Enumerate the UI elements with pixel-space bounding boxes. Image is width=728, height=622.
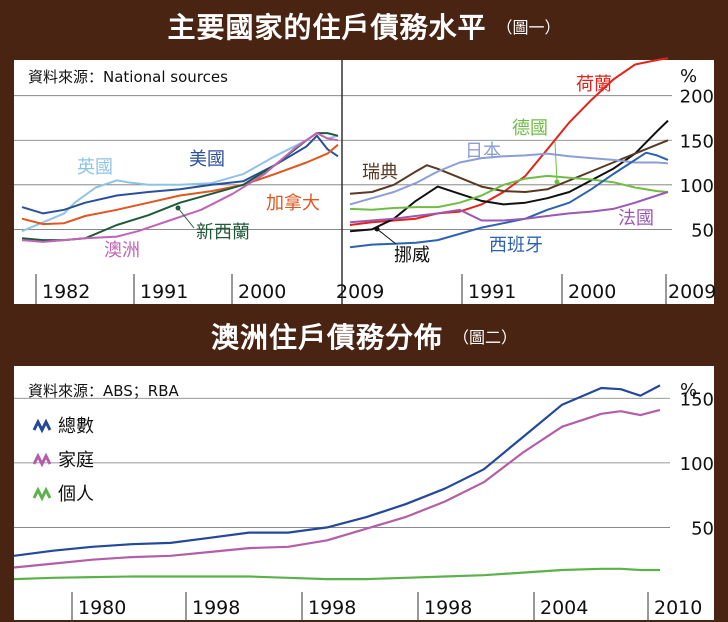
figure1-chart: 資料來源：National sources % 50 100 150 200 1982… xyxy=(14,57,716,304)
y-tick-label: 200 xyxy=(680,87,714,108)
x-tick-label: 1998 xyxy=(424,597,472,619)
label-canada: 加拿大 xyxy=(266,192,320,214)
norway-pointer-dot xyxy=(374,226,380,232)
figure1-x-tick-labels: 1982 1991 2000 1991 2000 2009 xyxy=(42,281,716,303)
figure2-unit-label: % xyxy=(680,380,697,401)
x-tick-label: 2000 xyxy=(568,281,616,303)
series-line-japan xyxy=(349,152,669,206)
x-tick-label: 2004 xyxy=(540,597,588,619)
legend-swatch-total xyxy=(32,418,52,434)
series-line-sweden xyxy=(349,139,669,195)
label-germany: 德國 xyxy=(512,118,548,139)
nz-pointer-dot xyxy=(175,205,181,211)
legend-label-personal: 個人 xyxy=(58,484,94,505)
legend-swatch-personal xyxy=(32,486,52,502)
figure1-unit-label: % xyxy=(680,66,697,87)
series-line-france xyxy=(349,191,669,224)
norway-pointer-line xyxy=(376,228,397,245)
legend-swatch-housing xyxy=(32,452,52,468)
label-france: 法國 xyxy=(618,208,654,229)
figure2-legend: 總數 家庭 個人 xyxy=(32,416,94,505)
y-tick-label: 100 xyxy=(680,454,714,475)
series-line-personal xyxy=(13,567,660,581)
figure1-series-group xyxy=(21,57,669,249)
y-tick-label: 50 xyxy=(691,518,714,539)
y-tick-label: 150 xyxy=(680,389,714,410)
x-tick-label: 1998 xyxy=(192,597,240,619)
x-tick-label: 1991 xyxy=(468,281,516,303)
series-line-au xyxy=(21,132,339,243)
figure2-axis-band xyxy=(14,592,714,620)
figure1-divider-year: 2009 xyxy=(336,281,384,303)
germany-pointer-line xyxy=(554,141,558,183)
label-spain: 西班牙 xyxy=(489,235,543,256)
x-tick-label: 1998 xyxy=(308,597,356,619)
figure2-gridlines xyxy=(14,397,670,528)
legend-label-total: 總數 xyxy=(58,416,94,437)
figure2-title-bar: 澳洲住戶債務分佈 （圖二） xyxy=(0,314,728,358)
label-uk: 英國 xyxy=(77,157,113,178)
label-sweden: 瑞典 xyxy=(362,162,398,183)
figure2-chart: 資料來源：ABS；RBA % 50 100 150 1980 1998 1998 1998… xyxy=(13,366,714,620)
figure2-source: 資料來源：ABS；RBA xyxy=(28,382,180,400)
figure1-axis-band xyxy=(14,274,714,304)
series-line-us xyxy=(21,134,339,215)
figure1-subtitle: （圖一） xyxy=(496,18,561,37)
figure1-title-bar: 主要國家的住戶債務水平 （圖一） xyxy=(0,2,728,50)
figure1-title: 主要國家的住戶債務水平 xyxy=(167,11,487,44)
series-line-germany xyxy=(349,174,669,211)
figure2-plot-background xyxy=(14,366,714,592)
figure1-axis-ticks xyxy=(35,274,667,304)
figure2-axis-ticks xyxy=(71,592,649,620)
figure2-subtitle: （圖二） xyxy=(453,328,518,347)
label-au: 澳洲 xyxy=(104,240,140,261)
germany-pointer-dot xyxy=(554,179,560,185)
label-nz: 新西蘭 xyxy=(196,222,250,243)
label-netherlands: 荷蘭 xyxy=(576,74,612,95)
series-line-netherlands xyxy=(349,57,669,226)
y-tick-label: 50 xyxy=(691,220,714,241)
figure1-source: 資料來源：National sources xyxy=(28,68,228,86)
nz-pointer-line xyxy=(177,207,195,229)
label-us: 美國 xyxy=(189,149,225,170)
figure2-y-tick-labels: 50 100 150 xyxy=(680,389,714,539)
figure1-gridlines xyxy=(14,95,672,230)
series-line-canada xyxy=(21,143,339,226)
label-norway: 挪威 xyxy=(394,245,430,266)
figure2-x-tick-labels: 1980 1998 1998 1998 2004 2010 xyxy=(78,597,702,619)
x-tick-label: 2000 xyxy=(238,281,286,303)
y-tick-label: 100 xyxy=(680,176,714,197)
figure1-y-tick-labels: 50 100 150 200 xyxy=(680,87,714,242)
legend-label-housing: 家庭 xyxy=(58,450,94,471)
x-tick-label: 1991 xyxy=(140,281,188,303)
figure2-series-group xyxy=(13,384,661,581)
series-line-housing xyxy=(13,408,661,569)
x-tick-label: 1980 xyxy=(78,597,126,619)
x-tick-label: 1982 xyxy=(42,281,90,303)
x-tick-label: 2009 xyxy=(668,281,716,303)
label-japan: 日本 xyxy=(465,141,501,162)
y-tick-label: 150 xyxy=(680,131,714,152)
x-tick-label: 2010 xyxy=(654,597,702,619)
series-line-total xyxy=(13,384,661,557)
figure2-title: 澳洲住戶債務分佈 xyxy=(210,321,443,354)
